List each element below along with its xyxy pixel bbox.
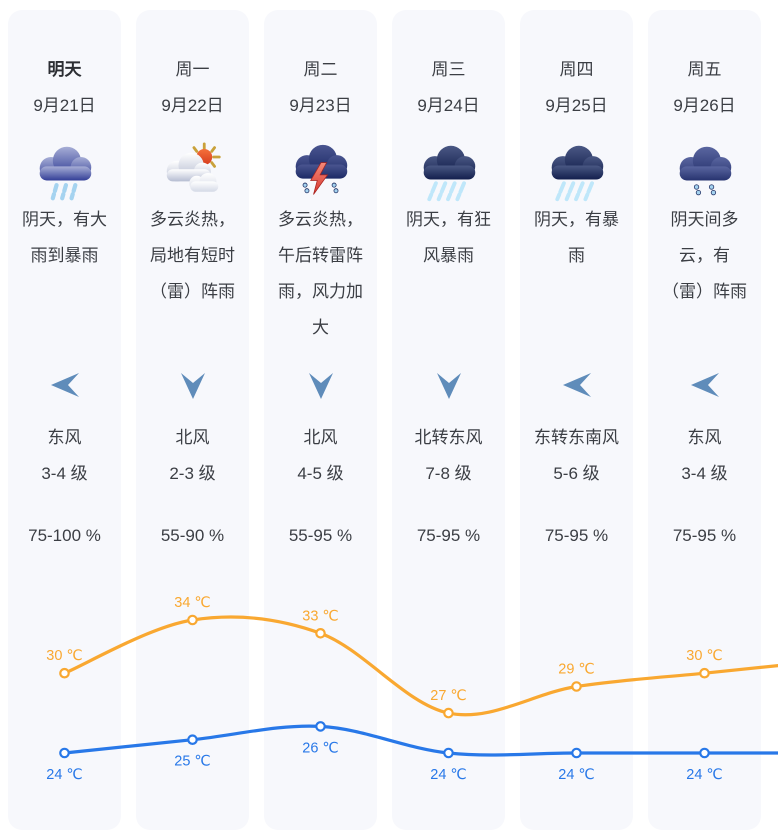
weather-icon-slot xyxy=(648,142,761,202)
rainstorm-icon xyxy=(423,145,475,202)
day-date: 9月22日 xyxy=(161,96,224,115)
wind-info: 东风 3-4 级 xyxy=(8,420,121,492)
wind-direction-label: 东转东南风 xyxy=(534,428,619,447)
wind-info: 东风 3-4 级 xyxy=(648,420,761,492)
humidity-range: 55-90 % xyxy=(160,526,225,545)
day-label: 明天 xyxy=(47,60,82,79)
humidity-range: 75-95 % xyxy=(416,526,481,545)
day-label: 周四 xyxy=(559,60,594,79)
day-label: 周五 xyxy=(687,60,722,79)
wind-level-label: 3-4 级 xyxy=(41,464,88,483)
day-date: 9月26日 xyxy=(673,96,736,115)
day-card[interactable]: 周五 9月26日 阴天间多云，有（雷）阵雨 东风 3-4 级 75-95 % xyxy=(648,10,761,830)
partly-cloudy-hot-icon xyxy=(166,142,221,192)
wind-arrow-down-icon xyxy=(180,373,205,399)
humidity-range: 75-100 % xyxy=(28,526,101,545)
wind-level-label: 3-4 级 xyxy=(681,464,728,483)
wind-direction-label: 北风 xyxy=(175,428,210,447)
humidity-range: 55-95 % xyxy=(288,526,353,545)
weather-icon-slot xyxy=(8,142,121,202)
weather-icon-slot xyxy=(520,142,633,202)
humidity-range: 75-95 % xyxy=(672,526,737,545)
weather-description: 阴天，有暴雨 xyxy=(534,210,619,265)
weather-icon-slot xyxy=(264,142,377,202)
weather-description: 多云炎热，午后转雷阵雨，风力加大 xyxy=(278,210,363,337)
wind-direction-arrow-slot xyxy=(392,368,505,402)
day-date: 9月23日 xyxy=(289,96,352,115)
wind-direction-arrow-slot xyxy=(8,368,121,402)
wind-direction-label: 东风 xyxy=(47,428,82,447)
weather-description: 阴天间多云，有（雷）阵雨 xyxy=(662,210,747,301)
wind-info: 东转东南风 5-6 级 xyxy=(520,420,633,492)
weather-icon-slot xyxy=(392,142,505,202)
wind-level-label: 4-5 级 xyxy=(297,464,344,483)
wind-direction-label: 北转东风 xyxy=(414,428,483,447)
humidity-range: 75-95 % xyxy=(544,526,609,545)
wind-arrow-down-icon xyxy=(308,373,333,399)
day-card[interactable]: 周一 9月22日 多云炎热，局地有短时（雷）阵雨 北风 2-3 级 55-90 … xyxy=(136,10,249,830)
day-date: 9月24日 xyxy=(417,96,480,115)
wind-arrow-left-icon xyxy=(562,373,591,397)
day-date: 9月25日 xyxy=(545,96,608,115)
wind-direction-arrow-slot xyxy=(264,368,377,402)
weather-description: 多云炎热，局地有短时（雷）阵雨 xyxy=(150,210,235,301)
day-label: 周三 xyxy=(431,60,466,79)
day-date: 9月21日 xyxy=(33,96,96,115)
wind-arrow-left-icon xyxy=(50,373,79,397)
wind-level-label: 5-6 级 xyxy=(553,464,600,483)
day-card[interactable]: 周二 9月23日 多云炎热，午后转雷阵雨，风力加大 北风 4-5 级 55-95… xyxy=(264,10,377,830)
wind-arrow-left-icon xyxy=(690,373,719,397)
heavy-rain-icon xyxy=(39,146,91,201)
wind-direction-arrow-slot xyxy=(648,368,761,402)
wind-direction-arrow-slot xyxy=(520,368,633,402)
wind-level-label: 2-3 级 xyxy=(169,464,216,483)
weather-description: 阴天，有大雨到暴雨 xyxy=(22,210,107,265)
weather-icon-slot xyxy=(136,142,249,202)
day-card[interactable]: 周三 9月24日 阴天，有狂风暴雨 北转东风 7-8 级 75-95 % xyxy=(392,10,505,830)
day-card[interactable]: 明天 9月21日 阴天，有大雨到暴雨 东风 3-4 级 75-100 % xyxy=(8,10,121,830)
rainstorm-icon xyxy=(551,145,603,202)
day-cards-row: 明天 9月21日 阴天，有大雨到暴雨 东风 3-4 级 75-100 % 周一 … xyxy=(8,10,761,830)
wind-info: 北风 4-5 级 xyxy=(264,420,377,492)
shower-icon xyxy=(679,146,731,196)
day-card[interactable]: 周四 9月25日 阴天，有暴雨 东转东南风 5-6 级 75-95 % xyxy=(520,10,633,830)
day-label: 周二 xyxy=(303,60,338,79)
wind-direction-label: 北风 xyxy=(303,428,338,447)
wind-level-label: 7-8 级 xyxy=(425,464,472,483)
wind-info: 北风 2-3 级 xyxy=(136,420,249,492)
wind-direction-arrow-slot xyxy=(136,368,249,402)
thunder-shower-icon xyxy=(295,144,347,195)
day-label: 周一 xyxy=(175,60,210,79)
weather-description: 阴天，有狂风暴雨 xyxy=(406,210,491,265)
wind-direction-label: 东风 xyxy=(687,428,722,447)
wind-info: 北转东风 7-8 级 xyxy=(392,420,505,492)
wind-arrow-down-icon xyxy=(436,373,461,399)
